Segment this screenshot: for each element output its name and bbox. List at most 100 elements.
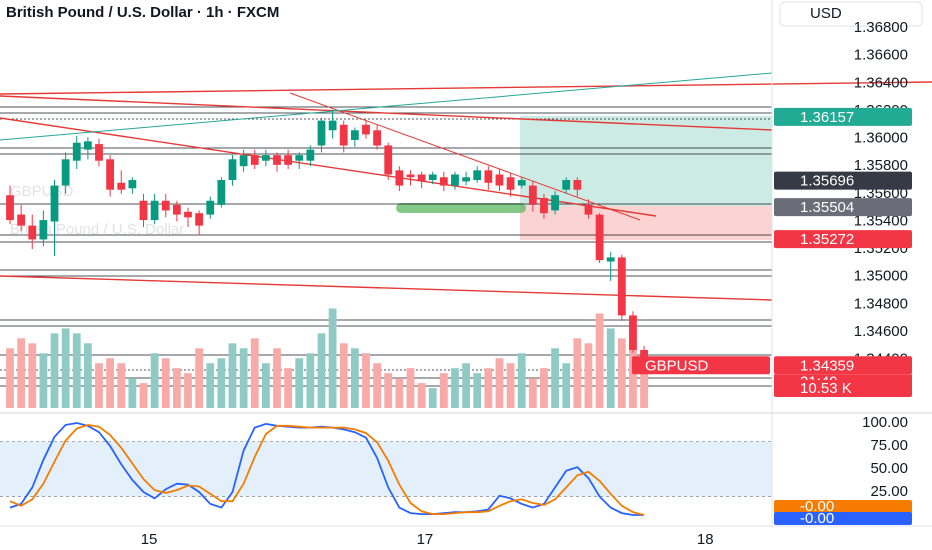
volume-bar	[284, 368, 293, 408]
candle-body	[362, 124, 370, 135]
volume-bar	[50, 333, 59, 408]
candle-body	[239, 155, 248, 167]
profit-zone	[520, 116, 772, 206]
entry-marker	[396, 203, 526, 213]
candle-body	[384, 145, 393, 175]
symbol-tag	[632, 356, 770, 375]
volume-bar	[439, 373, 448, 408]
candle-body	[61, 159, 70, 186]
volume-bar	[117, 363, 126, 408]
volume-tag	[774, 380, 912, 397]
candle-body	[406, 174, 415, 178]
volume-bar	[395, 378, 404, 408]
candle-body	[328, 120, 337, 131]
y-tick-label: 1.36600	[854, 47, 908, 64]
y-tick-label: 50.00	[870, 460, 908, 477]
volume-bar	[83, 343, 92, 408]
currency-box[interactable]	[779, 1, 923, 27]
volume-bar	[217, 358, 226, 408]
candle-body	[306, 149, 315, 161]
candle-body	[250, 155, 259, 165]
volume-bar	[562, 363, 571, 408]
volume-bar	[362, 353, 370, 408]
y-tick-label: 1.34600	[854, 323, 908, 340]
watermark-description: British Pound / U.S. Dollar	[10, 221, 184, 238]
volume-bar	[551, 348, 559, 408]
candle-body	[261, 155, 270, 161]
value-tag-label: -0.00	[800, 510, 834, 527]
candle-body	[395, 170, 404, 186]
trend-line-green	[0, 72, 773, 141]
candle-body	[495, 174, 504, 186]
volume-bar	[328, 308, 337, 408]
volume-bar	[72, 333, 81, 408]
volume-bar	[629, 348, 637, 408]
price-tag-label: 1.34359	[800, 357, 854, 374]
volume-bar	[406, 368, 415, 408]
volume-bar	[528, 378, 537, 408]
y-tick-label: 75.00	[870, 437, 908, 454]
candle-body	[629, 315, 637, 350]
candle-body	[6, 195, 14, 221]
plot	[0, 109, 772, 516]
volume-bar	[384, 373, 393, 408]
volume-bar	[584, 343, 593, 408]
volume-bar	[506, 363, 515, 408]
volume-bar	[273, 348, 281, 408]
y-tick-label: 100.00	[862, 414, 908, 431]
volume-bar	[17, 338, 26, 408]
y-tick-label: 1.36000	[854, 130, 908, 147]
candle-body	[551, 195, 559, 211]
candle-body	[540, 197, 548, 214]
price-tag	[774, 230, 912, 249]
candle-body	[72, 142, 81, 161]
candle-body	[517, 180, 526, 186]
candle-body	[117, 182, 126, 190]
y-tick-label: 1.35800	[854, 157, 908, 174]
candle-body	[50, 185, 59, 222]
candle-body	[184, 211, 192, 218]
price-tag	[774, 356, 912, 375]
volume-bar	[451, 368, 459, 408]
volume-bar	[495, 358, 504, 408]
price-tag	[774, 171, 912, 190]
candle-body	[39, 220, 48, 240]
candle-body	[562, 180, 571, 190]
oscillator-line	[9, 423, 645, 516]
trend-lines	[0, 81, 932, 301]
candle-body	[451, 174, 459, 186]
candle-body	[339, 124, 348, 146]
price-tag-label: 1.35696	[800, 173, 854, 190]
currency[interactable]: USD	[810, 5, 842, 22]
volume-bar	[373, 363, 381, 408]
volume-bar	[339, 343, 348, 408]
price-tag	[774, 198, 912, 217]
chart-title: British Pound / U.S. Dollar · 1h · FXCM	[6, 4, 279, 21]
x-tick-label: 15	[141, 531, 158, 548]
candle-body	[128, 180, 137, 189]
volume-bar	[484, 368, 493, 408]
candle-body	[228, 159, 237, 181]
price-tag-label: 1.35504	[800, 199, 854, 216]
volume-bar	[39, 353, 48, 408]
x-tick-label: 18	[697, 531, 714, 548]
y-tick-label: 1.36400	[854, 74, 908, 91]
volume-bar	[95, 363, 103, 408]
candle-body	[350, 130, 359, 140]
price-tag	[774, 107, 912, 126]
value-tag	[774, 511, 912, 525]
candle-body	[284, 155, 293, 165]
volume-bar	[606, 328, 615, 408]
candle-body	[506, 177, 515, 190]
candle-body	[617, 257, 626, 316]
volume-bar	[184, 373, 192, 408]
volume-bar	[250, 338, 259, 408]
y-tick-label: 25.00	[870, 483, 908, 500]
symbol-tag-label: GBPUSD	[645, 357, 709, 374]
candle-body	[373, 130, 381, 146]
candle-body	[606, 257, 615, 262]
candle-body	[28, 225, 37, 240]
candle-body	[106, 159, 115, 190]
volume-bar	[417, 383, 426, 408]
candle-body	[428, 174, 437, 181]
